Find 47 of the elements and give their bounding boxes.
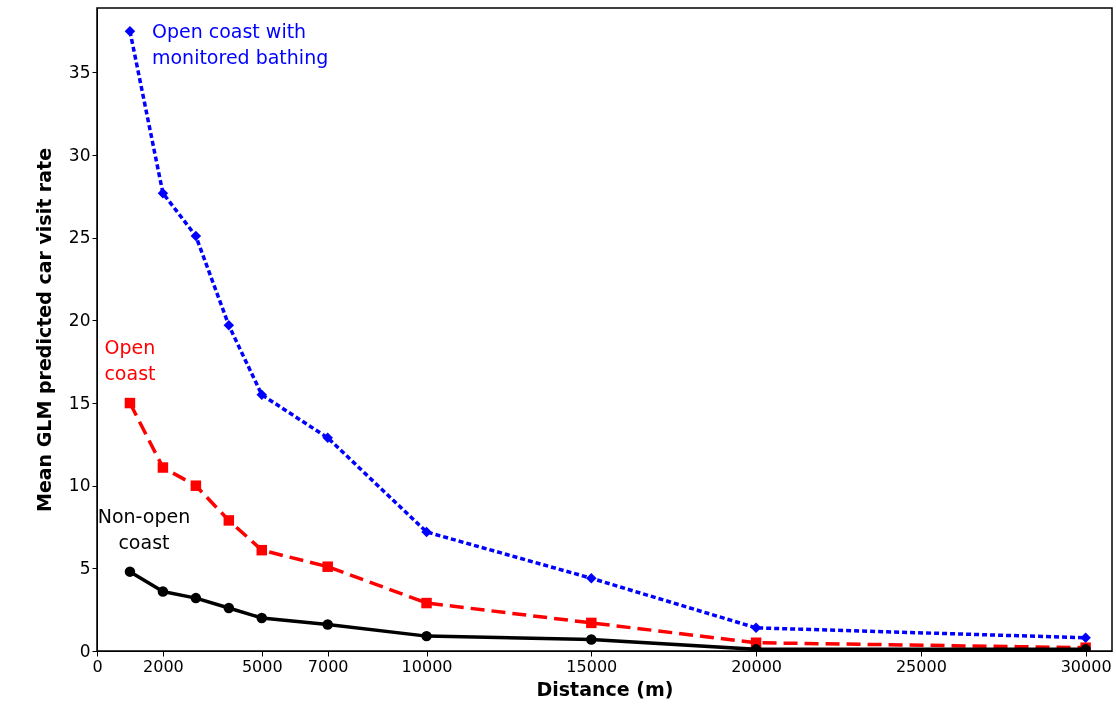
point xyxy=(421,597,432,609)
y-tick-label: 5 xyxy=(79,557,91,578)
point xyxy=(223,515,235,526)
y-tick-label: 20 xyxy=(68,309,91,330)
point xyxy=(223,320,235,331)
x-tick-label: 7000 xyxy=(307,656,349,676)
x-tick-label: 30000 xyxy=(1060,656,1112,676)
point xyxy=(124,566,136,577)
point xyxy=(157,462,169,473)
point xyxy=(190,592,202,604)
point xyxy=(750,622,762,634)
y-tick-label: 10 xyxy=(68,475,91,496)
x-tick-label: 10000 xyxy=(401,656,453,676)
y-tick-label: 35 xyxy=(68,61,91,82)
x-tick-label: 2000 xyxy=(143,656,184,676)
point xyxy=(421,630,432,642)
point xyxy=(190,230,202,242)
series-label: Open coast xyxy=(104,336,156,385)
point xyxy=(190,480,202,491)
y-tick-label: 15 xyxy=(68,392,91,413)
point xyxy=(1080,632,1091,644)
x-tick-label: 25000 xyxy=(895,656,947,676)
point xyxy=(256,389,268,401)
point xyxy=(586,634,597,645)
x-tick-label: 5000 xyxy=(241,656,283,676)
y-tick-label: 0 xyxy=(79,640,91,661)
x-axis-title: Distance (m) xyxy=(536,677,674,700)
point xyxy=(256,544,268,556)
point xyxy=(322,619,333,630)
point xyxy=(586,617,597,629)
point xyxy=(586,573,597,584)
point xyxy=(157,187,169,199)
y-tick-label: 30 xyxy=(68,144,91,165)
point xyxy=(256,612,268,624)
point xyxy=(421,526,432,538)
point xyxy=(157,586,169,597)
x-tick-label: 15000 xyxy=(566,656,618,676)
y-tick-label: 25 xyxy=(68,227,91,248)
point xyxy=(322,432,333,444)
point xyxy=(124,25,136,37)
point xyxy=(124,397,136,409)
series-label: Non-open coast xyxy=(97,504,191,553)
series-label: Open coast with monitored bathing xyxy=(151,20,329,69)
point xyxy=(322,561,333,572)
point xyxy=(223,602,235,614)
y-axis-title: Mean GLM predicted car visit rate xyxy=(32,147,55,513)
x-tick-label: 20000 xyxy=(731,656,783,676)
